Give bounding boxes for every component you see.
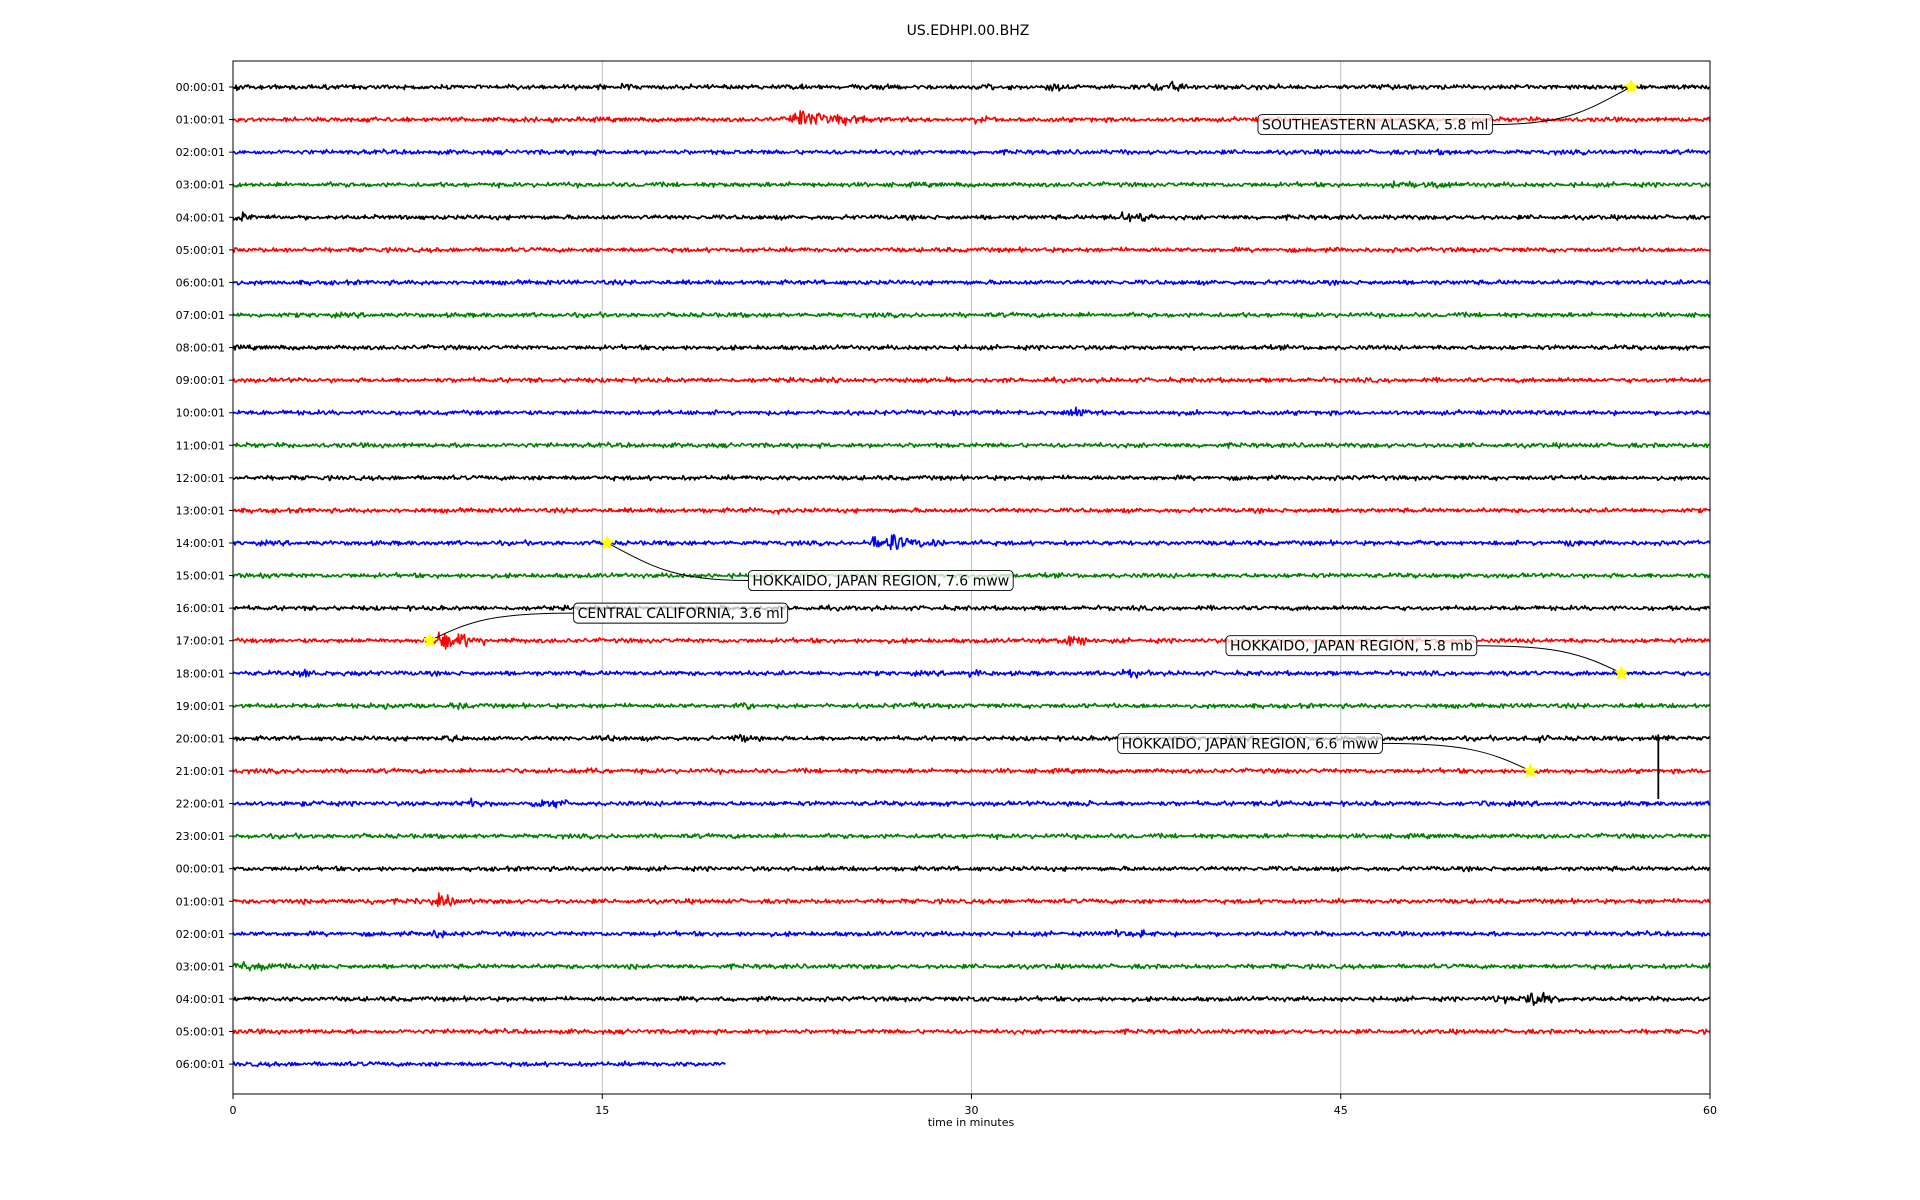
annotation-text: HOKKAIDO, JAPAN REGION, 5.8 mb — [1230, 639, 1473, 655]
y-tick-label: 06:00:01 — [176, 276, 225, 289]
y-tick-label: 01:00:01 — [176, 114, 225, 127]
y-tick-label: 19:00:01 — [176, 700, 225, 713]
trace-row-20 — [232, 733, 1711, 744]
y-tick-label: 04:00:01 — [176, 993, 225, 1006]
x-tick-label: 15 — [595, 1104, 609, 1117]
y-tick-label: 12:00:01 — [176, 472, 225, 485]
y-tick-label: 23:00:01 — [176, 830, 225, 843]
trace-row-6 — [232, 279, 1711, 286]
trace-row-18 — [232, 668, 1711, 679]
event-star-marker — [1613, 665, 1629, 680]
y-tick-label: 05:00:01 — [176, 1026, 225, 1039]
x-axis-label: time in minutes — [928, 1116, 1015, 1129]
y-tick-label: 06:00:01 — [176, 1058, 225, 1071]
annotation-text: SOUTHEASTERN ALASKA, 5.8 ml — [1262, 118, 1488, 134]
trace-row-13 — [232, 506, 1711, 515]
y-tick-label: 09:00:01 — [176, 374, 225, 387]
y-tick-label: 00:00:01 — [176, 81, 225, 94]
annotation-connector — [1492, 86, 1632, 126]
trace-row-11 — [232, 441, 1711, 449]
y-tick-labels: 00:00:01 01:00:01 02:00:01 03:00:01 04:00:01… — [176, 81, 233, 1071]
annotation-text: HOKKAIDO, JAPAN REGION, 6.6 mww — [1122, 736, 1379, 752]
trace-row-30 — [232, 1060, 726, 1068]
y-tick-label: 13:00:01 — [176, 504, 225, 517]
x-tick-label: 60 — [1703, 1104, 1717, 1117]
y-tick-label: 10:00:01 — [176, 407, 225, 420]
annotation-2: CENTRAL CALIFORNIA, 3.6 ml — [422, 602, 789, 648]
y-tick-label: 03:00:01 — [176, 179, 225, 192]
y-tick-label: 20:00:01 — [176, 732, 225, 745]
trace-row-25 — [232, 892, 1711, 908]
y-tick-label: 14:00:01 — [176, 537, 225, 550]
x-tick-label: 0 — [230, 1104, 237, 1117]
event-annotations: SOUTHEASTERN ALASKA, 5.8 ml HOKKAIDO, JAP… — [422, 79, 1639, 778]
event-star-marker — [1623, 79, 1639, 94]
trace-row-28 — [232, 991, 1711, 1006]
annotation-connector — [1476, 645, 1622, 674]
y-tick-label: 21:00:01 — [176, 765, 225, 778]
y-tick-label: 00:00:01 — [176, 863, 225, 876]
y-tick-label: 11:00:01 — [176, 439, 225, 452]
y-tick-label: 18:00:01 — [176, 667, 225, 680]
trace-row-16 — [232, 604, 1711, 612]
trace-row-22 — [232, 797, 1711, 809]
y-tick-label: 08:00:01 — [176, 342, 225, 355]
seismic-traces — [232, 80, 1711, 1068]
annotation-4: HOKKAIDO, JAPAN REGION, 6.6 mww — [1117, 732, 1538, 778]
trace-row-24 — [232, 865, 1711, 873]
x-tick-labels: 0 15 30 45 60 — [230, 1094, 1717, 1117]
annotation-1: HOKKAIDO, JAPAN REGION, 7.6 mww — [599, 535, 1014, 591]
trace-row-9 — [232, 376, 1711, 384]
y-tick-label: 16:00:01 — [176, 602, 225, 615]
trace-row-23 — [232, 832, 1711, 840]
x-tick-label: 30 — [965, 1104, 979, 1117]
y-tick-label: 02:00:01 — [176, 146, 225, 159]
annotation-connector — [429, 612, 574, 642]
trace-row-4 — [232, 211, 1711, 223]
annotation-text: HOKKAIDO, JAPAN REGION, 7.6 mww — [752, 574, 1009, 590]
y-tick-label: 04:00:01 — [176, 211, 225, 224]
annotation-0: SOUTHEASTERN ALASKA, 5.8 ml — [1257, 79, 1639, 136]
trace-row-19 — [232, 701, 1711, 711]
trace-row-8 — [232, 343, 1711, 352]
y-tick-label: 05:00:01 — [176, 244, 225, 257]
x-tick-label: 45 — [1334, 1104, 1348, 1117]
trace-row-29 — [232, 1027, 1711, 1036]
trace-row-0 — [232, 80, 1711, 92]
trace-row-21 — [232, 767, 1711, 776]
event-star-marker — [1522, 763, 1538, 778]
event-star-marker — [599, 535, 615, 550]
trace-row-10 — [232, 406, 1711, 417]
y-tick-label: 07:00:01 — [176, 309, 225, 322]
annotation-3: HOKKAIDO, JAPAN REGION, 5.8 mb — [1225, 635, 1629, 680]
y-tick-label: 17:00:01 — [176, 635, 225, 648]
trace-row-12 — [232, 474, 1711, 482]
trace-row-14 — [232, 533, 1711, 551]
trace-row-5 — [232, 246, 1711, 254]
annotation-connector — [606, 542, 749, 582]
y-tick-label: 22:00:01 — [176, 798, 225, 811]
event-star-marker — [422, 632, 438, 648]
trace-row-26 — [232, 928, 1711, 939]
trace-row-7 — [232, 311, 1711, 319]
trace-row-3 — [232, 180, 1711, 189]
annotation-connector — [1382, 742, 1531, 772]
chart-title: US.EDHPI.00.BHZ — [907, 23, 1030, 39]
y-tick-label: 15:00:01 — [176, 570, 225, 583]
trace-row-2 — [232, 148, 1711, 156]
y-tick-label: 02:00:01 — [176, 928, 225, 941]
y-tick-label: 03:00:01 — [176, 960, 225, 973]
trace-row-27 — [232, 961, 1711, 972]
y-tick-label: 01:00:01 — [176, 895, 225, 908]
annotation-text: CENTRAL CALIFORNIA, 3.6 ml — [578, 606, 784, 622]
